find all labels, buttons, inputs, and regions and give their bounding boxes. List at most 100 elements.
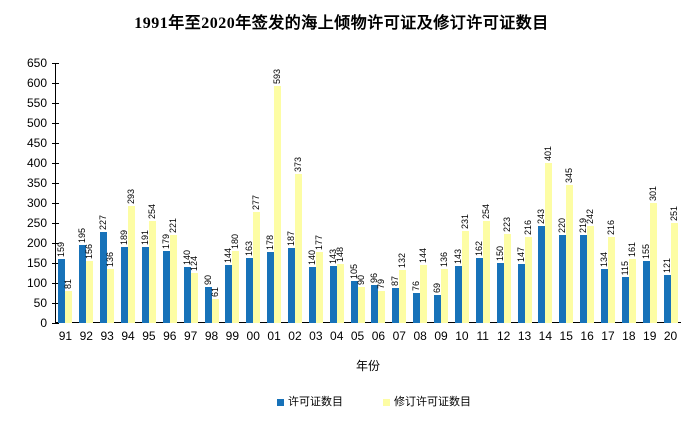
x-axis-tick-label: 08 xyxy=(413,329,427,343)
bar-value-label: 132 xyxy=(397,253,408,269)
x-axis-tick-label: 12 xyxy=(496,329,511,343)
bar-permits xyxy=(454,265,462,323)
bar-revised xyxy=(148,221,156,323)
bar-value-label: 81 xyxy=(63,278,74,289)
x-axis-tick-label: 96 xyxy=(163,329,177,343)
bar-permits xyxy=(663,274,671,323)
bar-permits xyxy=(79,245,87,323)
bar-value-label: 136 xyxy=(439,251,450,267)
bar-revised xyxy=(607,236,615,323)
y-axis-tick-label: 100 xyxy=(26,275,47,290)
bar-permits xyxy=(580,235,588,323)
bar-value-label: 124 xyxy=(188,256,199,272)
bar-value-label: 293 xyxy=(126,188,137,204)
bar-permits xyxy=(287,248,295,323)
y-axis-tick xyxy=(52,202,59,204)
bar-revised xyxy=(315,252,323,323)
x-axis-tick-label: 18 xyxy=(622,329,636,343)
bar-permits xyxy=(413,292,421,323)
bar-revised xyxy=(628,258,636,323)
y-axis-tick xyxy=(52,302,59,304)
bar-permits xyxy=(329,265,337,323)
bar-permits xyxy=(141,246,149,323)
bar-value-label: 195 xyxy=(77,227,88,243)
x-axis-tick-label: 04 xyxy=(330,329,344,343)
bar-value-label: 90 xyxy=(355,274,366,285)
x-axis-tick-label: 10 xyxy=(455,329,469,343)
x-axis-tick-label: 99 xyxy=(225,329,240,343)
bar-revised xyxy=(670,222,678,323)
bar-permits xyxy=(600,269,608,323)
bar-permits xyxy=(225,265,233,323)
bar-revised xyxy=(190,273,198,323)
x-axis-tick-label: 13 xyxy=(517,329,532,343)
bar-value-label: 216 xyxy=(522,219,533,235)
bar-permits xyxy=(350,281,358,323)
x-axis-tick-label: 98 xyxy=(204,329,219,343)
bar-permits xyxy=(621,277,629,323)
y-axis-tick xyxy=(52,162,59,164)
y-axis-tick-label: 400 xyxy=(26,155,47,170)
y-axis-tick xyxy=(52,262,59,264)
bar-permits xyxy=(121,247,129,323)
x-axis-tick-label: 92 xyxy=(79,329,93,343)
x-axis-line xyxy=(55,322,681,323)
bar-revised xyxy=(461,230,469,323)
bar-value-label: 242 xyxy=(585,209,596,225)
x-axis-tick-label: 15 xyxy=(559,329,573,343)
y-axis-tick-label: 650 xyxy=(26,55,47,70)
legend-swatch-revised xyxy=(383,399,390,406)
chart-title: 1991年至2020年签发的海上倾物许可证及修订许可证数目 xyxy=(134,15,549,32)
y-axis-tick xyxy=(52,102,59,104)
x-axis-tick-label: 14 xyxy=(538,329,553,343)
bar-value-label: 216 xyxy=(605,219,616,235)
legend-label-permits: 许可证数目 xyxy=(288,396,343,408)
bar-revised xyxy=(336,263,344,323)
y-axis-tick-label: 550 xyxy=(26,95,47,110)
bar-value-label: 90 xyxy=(202,274,213,285)
bar-revised xyxy=(169,234,177,323)
bar-revised xyxy=(566,185,574,323)
y-axis-tick-label: 50 xyxy=(33,295,47,310)
bar-value-label: 223 xyxy=(501,216,512,232)
bar-permits xyxy=(308,267,316,323)
y-axis-tick xyxy=(52,182,59,184)
bar-revised xyxy=(545,162,553,323)
bar-revised xyxy=(482,221,490,323)
plot-area: 0 50 100 150 200 250 300 350 400 450 500 550 600 650 9… xyxy=(27,56,681,343)
y-axis-tick xyxy=(52,222,59,224)
bar-value-label: 148 xyxy=(334,246,345,262)
bar-permits xyxy=(267,251,275,323)
bar-value-label: 254 xyxy=(146,204,157,220)
bar-value-label: 180 xyxy=(230,233,241,249)
bar-revised xyxy=(128,205,136,323)
legend-swatch-permits xyxy=(277,399,284,406)
bar-value-label: 227 xyxy=(98,215,109,231)
x-axis-tick-label: 02 xyxy=(288,329,302,343)
bar-revised xyxy=(587,226,595,323)
bar-permits xyxy=(475,258,483,323)
y-axis-tick xyxy=(52,62,59,64)
bar-permits xyxy=(204,287,212,323)
y-axis-tick xyxy=(52,242,59,244)
bar-permits xyxy=(538,225,546,323)
bar-revised xyxy=(378,291,386,323)
x-axis-tick-label: 00 xyxy=(246,329,260,343)
x-axis-tick-label: 19 xyxy=(643,329,657,343)
bar-permits xyxy=(58,259,66,323)
y-axis-tick-label: 350 xyxy=(26,175,47,190)
y-axis-tick-label: 600 xyxy=(26,75,47,90)
x-axis-tick-label: 06 xyxy=(371,329,386,343)
x-axis-tick-label: 09 xyxy=(434,329,448,343)
bar-revised xyxy=(294,173,302,323)
bar-revised xyxy=(399,270,407,323)
y-axis-tick xyxy=(52,282,59,284)
bar-permits xyxy=(434,295,442,323)
bar-revised xyxy=(211,298,219,323)
y-axis-tick xyxy=(52,82,59,84)
y-axis-tick-label: 450 xyxy=(26,135,47,150)
bar-permits xyxy=(559,235,567,323)
x-axis-tick-label: 93 xyxy=(100,329,114,343)
bar-permits xyxy=(517,264,525,323)
